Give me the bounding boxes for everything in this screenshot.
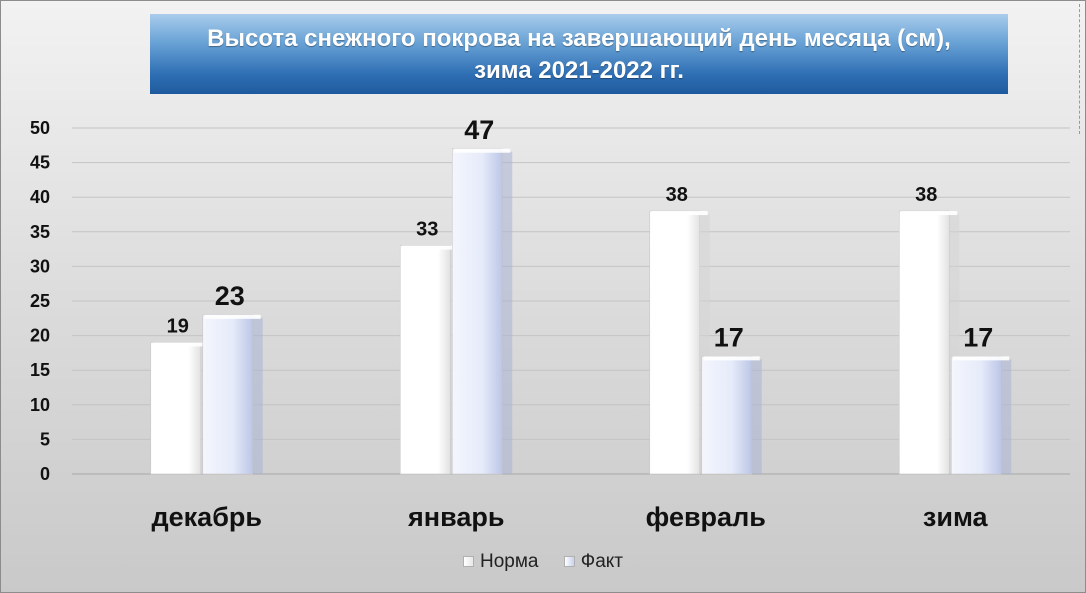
data-label-norma: 19	[167, 316, 189, 338]
bar-bevel-norma	[901, 211, 958, 216]
y-tick-label: 5	[40, 429, 50, 449]
bar-shade-fakt	[502, 151, 513, 474]
y-tick-label: 30	[30, 256, 50, 276]
bar-fakt	[202, 314, 254, 475]
bar-bevel-norma	[152, 342, 209, 347]
legend-swatch-fakt	[563, 556, 575, 568]
bar-norma	[898, 210, 950, 475]
y-tick-label: 50	[30, 118, 50, 138]
y-tick-label: 10	[30, 395, 50, 415]
bar-norma	[649, 210, 701, 475]
bar-shade-fakt	[252, 317, 263, 474]
bar-bevel-fakt	[454, 148, 511, 153]
chart-title: Высота снежного покрова на завершающий д…	[207, 25, 951, 52]
y-tick-label: 20	[30, 326, 50, 346]
y-tick-label: 25	[30, 291, 50, 311]
legend: Норма Факт	[0, 551, 1086, 573]
y-tick-label: 35	[30, 222, 50, 242]
data-label-norma: 33	[416, 219, 438, 241]
data-label-fakt: 23	[215, 281, 245, 311]
legend-label-norma: Норма	[479, 551, 539, 572]
bar-shade-norma	[949, 214, 960, 475]
legend-swatch-norma	[462, 556, 474, 568]
legend-item-norma: Норма	[462, 551, 539, 573]
bar-norma	[399, 245, 451, 475]
data-label-norma: 38	[915, 184, 937, 206]
data-label-fakt: 47	[464, 115, 494, 145]
frame-edge-marker	[1079, 4, 1084, 134]
chart-subtitle: зима 2021-2022 гг.	[474, 57, 684, 84]
y-tick-label: 45	[30, 153, 50, 173]
chart-title-box: Высота снежного покрова на завершающий д…	[150, 14, 1008, 94]
x-category-label: январь	[407, 502, 504, 532]
bar-shade-fakt	[1001, 359, 1012, 474]
data-label-fakt: 17	[714, 322, 744, 352]
data-label-norma: 38	[666, 184, 688, 206]
bar-fakt	[701, 356, 753, 475]
bar-bevel-norma	[402, 245, 459, 250]
bar-bevel-fakt	[204, 314, 261, 319]
bar-norma	[150, 342, 202, 475]
bar-fakt	[451, 148, 503, 475]
bar-shade-fakt	[751, 359, 762, 474]
bar-bevel-fakt	[703, 356, 760, 361]
y-tick-label: 0	[40, 464, 50, 484]
bar-bevel-fakt	[953, 356, 1010, 361]
x-category-label: декабрь	[152, 502, 262, 532]
y-tick-label: 15	[30, 360, 50, 380]
legend-label-fakt: Факт	[580, 551, 623, 572]
bar-fakt	[950, 356, 1002, 475]
legend-item-fakt: Факт	[563, 551, 623, 573]
y-tick-label: 40	[30, 187, 50, 207]
x-category-label: зима	[923, 502, 989, 532]
bar-bevel-norma	[651, 211, 708, 216]
bar-shade-norma	[699, 214, 710, 475]
x-category-label: февраль	[646, 502, 766, 532]
data-label-fakt: 17	[963, 322, 993, 352]
